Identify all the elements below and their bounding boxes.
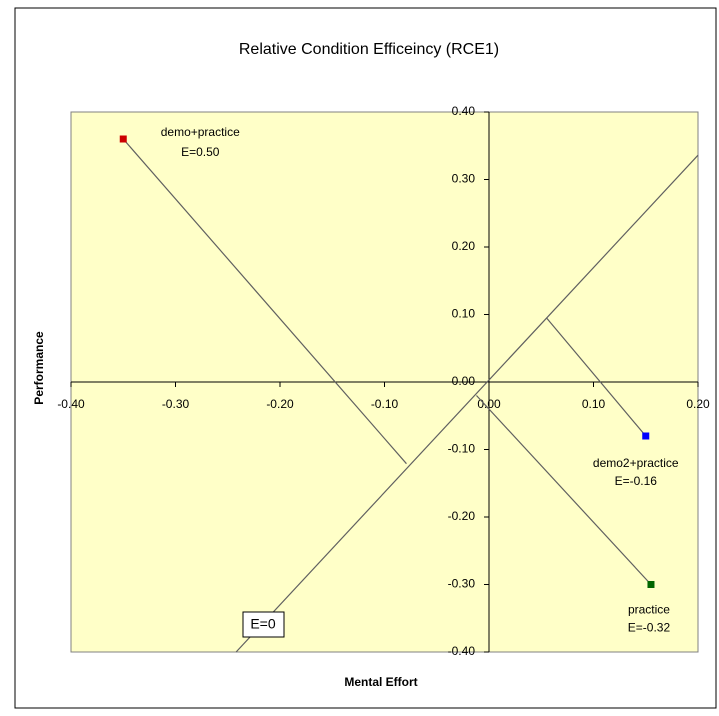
y-tick-label: -0.20: [448, 509, 476, 523]
x-tick-label: 0.20: [686, 397, 710, 411]
y-axis-label: Performance: [32, 331, 46, 405]
point: [647, 581, 655, 588]
chart-title: Relative Condition Efficeincy (RCE1): [239, 41, 499, 58]
y-tick-label: -0.10: [448, 442, 476, 456]
point-label: practice: [628, 603, 670, 617]
point-efficiency: E=0.50: [181, 145, 220, 159]
y-tick-label: 0.10: [452, 307, 476, 321]
point-label: demo2+practice: [593, 456, 679, 470]
x-axis-label: Mental Effort: [344, 675, 417, 689]
efficiency-line: [546, 317, 647, 437]
x-tick-label: -0.10: [371, 397, 399, 411]
efficiency-line: [476, 395, 652, 585]
efficiency-line: [122, 138, 407, 465]
y-tick-label: -0.30: [448, 577, 476, 591]
y-tick-label: -0.40: [448, 644, 476, 658]
efficiency-line: [235, 154, 699, 653]
x-tick-label: -0.20: [266, 397, 294, 411]
x-tick-label: 0.00: [477, 397, 501, 411]
x-tick-label: -0.30: [162, 397, 190, 411]
y-tick-label: 0.40: [452, 104, 476, 118]
x-tick-label: -0.40: [57, 397, 85, 411]
y-tick-label: 0.00: [452, 374, 476, 388]
x-tick-label: 0.10: [582, 397, 606, 411]
point: [642, 432, 650, 440]
y-tick-label: 0.20: [452, 239, 476, 253]
point-label: demo+practice: [161, 125, 240, 139]
point: [119, 135, 127, 143]
point-efficiency: E=-0.16: [615, 474, 658, 488]
point-efficiency: E=-0.32: [628, 621, 671, 635]
line-label-box: [242, 611, 285, 638]
y-tick-label: 0.30: [452, 172, 476, 186]
line-label: E=0: [250, 616, 276, 632]
